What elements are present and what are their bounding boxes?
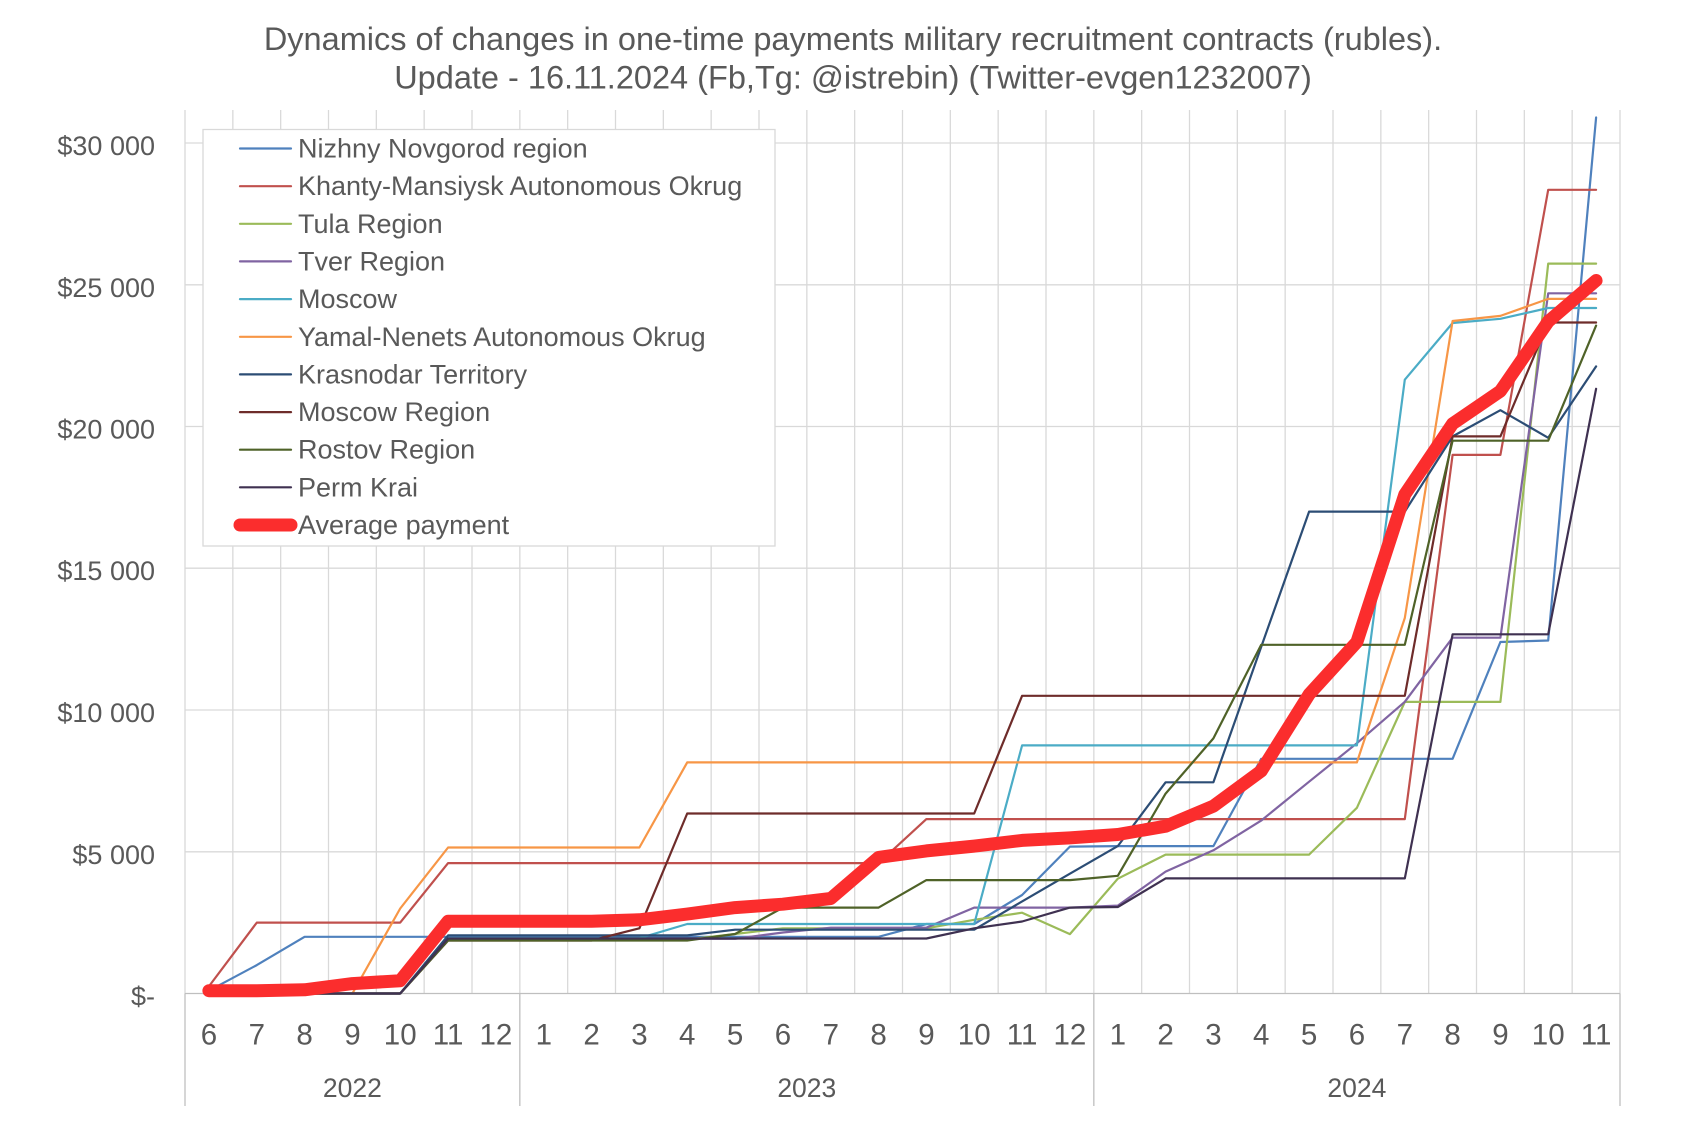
svg-text:9: 9 <box>344 1019 360 1052</box>
svg-text:Yamal-Nenets Autonomous Okrug: Yamal-Nenets Autonomous Okrug <box>298 322 706 352</box>
svg-text:Average payment: Average payment <box>298 510 510 540</box>
svg-text:2: 2 <box>583 1019 599 1052</box>
svg-text:$20 000: $20 000 <box>57 415 155 445</box>
svg-text:Moscow: Moscow <box>298 284 398 314</box>
svg-text:$25 000: $25 000 <box>57 273 155 303</box>
svg-text:3: 3 <box>1205 1019 1221 1052</box>
svg-text:6: 6 <box>1349 1019 1365 1052</box>
svg-text:10: 10 <box>1532 1019 1565 1052</box>
svg-text:2023: 2023 <box>777 1073 836 1103</box>
svg-text:2: 2 <box>1157 1019 1173 1052</box>
svg-text:11: 11 <box>433 1019 464 1052</box>
svg-text:Tula Region: Tula Region <box>298 209 443 239</box>
svg-text:$10 000: $10 000 <box>57 698 155 728</box>
svg-text:4: 4 <box>1253 1019 1269 1052</box>
svg-text:8: 8 <box>870 1019 886 1052</box>
svg-text:Krasnodar Territory: Krasnodar Territory <box>298 359 528 389</box>
svg-text:6: 6 <box>775 1019 791 1052</box>
svg-text:Update - 16.11.2024 (Fb,Tg: @i: Update - 16.11.2024 (Fb,Tg: @istrebin) (… <box>394 60 1312 96</box>
svg-text:12: 12 <box>1053 1019 1086 1052</box>
svg-text:7: 7 <box>1397 1019 1413 1052</box>
svg-text:5: 5 <box>1301 1019 1317 1052</box>
svg-text:7: 7 <box>823 1019 839 1052</box>
svg-text:8: 8 <box>296 1019 312 1052</box>
svg-text:6: 6 <box>201 1019 217 1052</box>
svg-text:8: 8 <box>1444 1019 1460 1052</box>
svg-text:$-: $- <box>131 982 155 1012</box>
svg-text:9: 9 <box>918 1019 934 1052</box>
svg-text:Dynamics of changes in one-tim: Dynamics of changes in one-time payments… <box>264 21 1442 57</box>
svg-text:11: 11 <box>1007 1019 1038 1052</box>
svg-text:Khanty-Mansiysk Autonomous Okr: Khanty-Mansiysk Autonomous Okrug <box>298 171 742 201</box>
svg-text:Moscow Region: Moscow Region <box>298 397 490 427</box>
svg-text:10: 10 <box>384 1019 417 1052</box>
svg-text:3: 3 <box>631 1019 647 1052</box>
svg-text:2024: 2024 <box>1327 1073 1386 1103</box>
svg-text:Perm Krai: Perm Krai <box>298 472 418 502</box>
svg-text:9: 9 <box>1492 1019 1508 1052</box>
svg-text:Tver Region: Tver Region <box>298 246 445 276</box>
svg-text:2022: 2022 <box>323 1073 382 1103</box>
svg-text:5: 5 <box>727 1019 743 1052</box>
svg-text:10: 10 <box>958 1019 991 1052</box>
svg-text:1: 1 <box>536 1019 552 1052</box>
svg-text:1: 1 <box>1110 1019 1126 1052</box>
svg-text:4: 4 <box>679 1019 695 1052</box>
svg-text:$30 000: $30 000 <box>57 131 155 161</box>
svg-text:12: 12 <box>479 1019 512 1052</box>
svg-text:Nizhny Novgorod region: Nizhny Novgorod region <box>298 134 588 164</box>
svg-text:$5 000: $5 000 <box>72 840 155 870</box>
svg-text:11: 11 <box>1581 1019 1612 1052</box>
svg-text:$15 000: $15 000 <box>57 556 155 586</box>
svg-text:Rostov Region: Rostov Region <box>298 435 475 465</box>
svg-text:7: 7 <box>249 1019 265 1052</box>
